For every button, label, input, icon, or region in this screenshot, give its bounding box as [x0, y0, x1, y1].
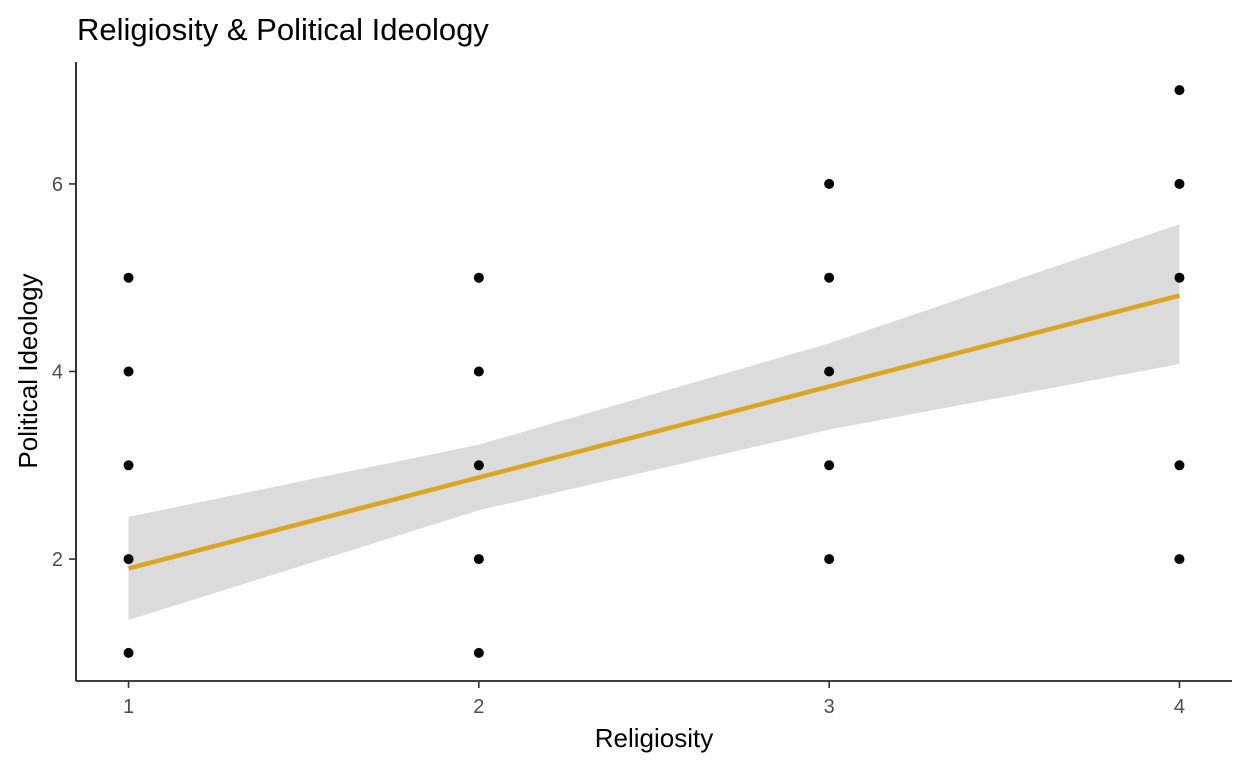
y-axis-title: Political Ideology — [13, 273, 43, 468]
y-ticks-layer: 2 4 6 — [52, 174, 76, 571]
y-tick-label: 2 — [52, 549, 63, 571]
data-point — [1174, 460, 1185, 471]
y-tick-label: 6 — [52, 174, 63, 196]
trend-line — [127, 293, 1181, 571]
confidence-band — [128, 224, 1180, 621]
x-tick-label: 2 — [473, 696, 484, 718]
trend-line-layer — [127, 293, 1181, 571]
y-tick-label: 4 — [52, 362, 63, 384]
data-point — [1174, 85, 1185, 96]
chart-title: Religiosity & Political Ideology — [77, 12, 489, 47]
x-tick-label: 1 — [123, 696, 134, 718]
data-point — [123, 554, 134, 565]
data-point — [1174, 272, 1185, 283]
data-point — [123, 460, 134, 471]
data-point — [473, 272, 484, 283]
data-point — [473, 554, 484, 565]
data-point — [473, 460, 484, 471]
x-axis-title: Religiosity — [595, 723, 714, 753]
x-ticks-layer: 1 2 3 4 — [123, 681, 1185, 718]
data-point — [123, 366, 134, 377]
data-point — [824, 366, 835, 377]
data-point — [824, 272, 835, 283]
data-point — [473, 366, 484, 377]
data-point — [1174, 178, 1185, 189]
x-tick-label: 4 — [1174, 696, 1185, 718]
confidence-band-layer — [128, 224, 1180, 621]
x-tick-label: 3 — [824, 696, 835, 718]
data-point — [824, 178, 835, 189]
data-point — [824, 554, 835, 565]
data-point — [123, 272, 134, 283]
data-point — [473, 647, 484, 658]
points-layer — [123, 85, 1185, 658]
data-point — [1174, 554, 1185, 565]
data-point — [123, 647, 134, 658]
data-point — [824, 460, 835, 471]
